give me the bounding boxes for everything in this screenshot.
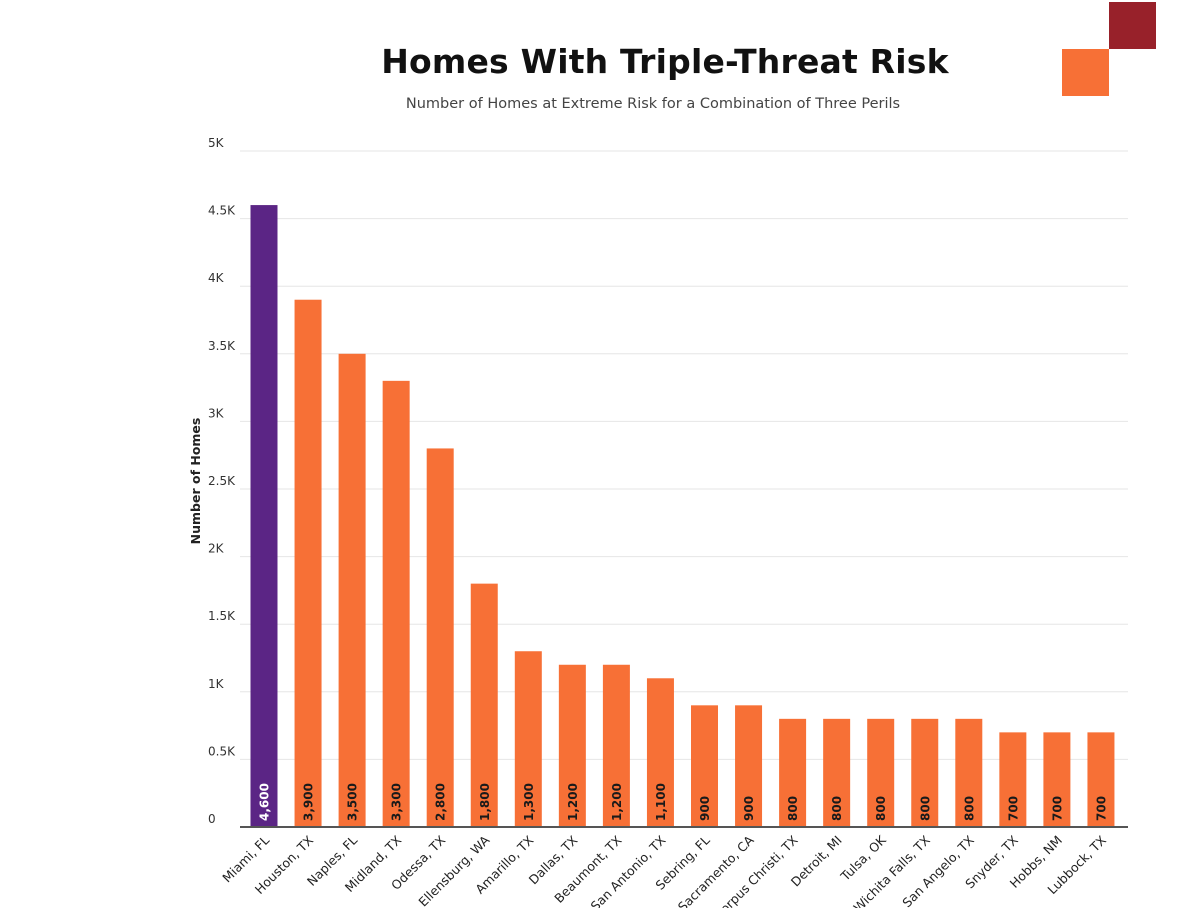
bar-value-label: 2,800: [434, 783, 448, 821]
bar-value-label: 1,200: [566, 783, 580, 821]
y-tick-label: 2.5K: [208, 474, 236, 488]
bar-value-label: 1,200: [610, 783, 624, 821]
y-tick-label: 0: [208, 812, 216, 826]
bar-value-label: 800: [918, 796, 932, 821]
decorative-square-orange: [1062, 49, 1109, 96]
y-tick-label: 4.5K: [208, 204, 236, 218]
bar: [338, 353, 366, 827]
bar: [1087, 732, 1115, 827]
bar: [514, 651, 542, 827]
y-tick-label: 4K: [208, 271, 225, 285]
bar-value-label: 700: [1006, 796, 1020, 821]
bar-value-label: 1,800: [478, 783, 492, 821]
bar: [426, 448, 454, 827]
chart-subtitle: Number of Homes at Extreme Risk for a Co…: [405, 96, 901, 112]
bar: [867, 718, 895, 827]
bar: [955, 718, 983, 827]
bar: [382, 380, 410, 827]
bar-value-label: 800: [830, 796, 844, 821]
bar: [823, 718, 851, 827]
bar-value-label: 800: [874, 796, 888, 821]
bar: [999, 732, 1027, 827]
bar-value-label: 800: [962, 796, 976, 821]
bar: [250, 205, 278, 827]
y-tick-label: 5K: [208, 136, 225, 150]
bar-value-label: 3,500: [346, 783, 360, 821]
y-axis-title: Number of Homes: [188, 418, 203, 545]
bar: [646, 678, 674, 827]
bar: [1043, 732, 1071, 827]
grid-lines: [240, 150, 1128, 760]
bar-value-label: 3,300: [390, 783, 404, 821]
bar: [294, 299, 322, 828]
bar: [735, 705, 763, 827]
bar-value-label: 900: [698, 796, 712, 821]
bar-value-label: 900: [742, 796, 756, 821]
bar-value-label: 1,100: [654, 783, 668, 821]
y-axis-ticks: 0 0.5K 1K 1.5K 2K 2.5K 3K 3.5K 4K 4.5K 5K: [208, 136, 236, 826]
decorative-square-dark: [1109, 2, 1156, 49]
bar-value-label: 3,900: [302, 783, 316, 821]
bar-value-label: 800: [786, 796, 800, 821]
y-tick-label: 2K: [208, 542, 225, 556]
bars: [250, 205, 1115, 828]
bar: [911, 718, 939, 827]
bar: [602, 664, 630, 827]
y-tick-label: 3.5K: [208, 339, 236, 353]
y-tick-label: 0.5K: [208, 744, 236, 758]
bar: [691, 705, 718, 827]
bar-value-label: 700: [1094, 796, 1108, 821]
bar-value-label: 4,600: [258, 783, 272, 821]
bar: [470, 583, 498, 827]
bar: [558, 664, 586, 827]
x-category-label: San Antonio, TX: [587, 832, 668, 908]
bar-value-label: 1,300: [522, 783, 536, 821]
y-tick-label: 1.5K: [208, 609, 236, 623]
y-tick-label: 1K: [208, 677, 225, 691]
chart-title: Homes With Triple-Threat Risk: [381, 42, 949, 81]
bar-value-label: 700: [1050, 796, 1064, 821]
y-tick-label: 3K: [208, 406, 225, 420]
bar-value-labels: 4,600 3,900 3,500 3,300 2,800 1,800 1,300 1,200…: [258, 783, 1109, 821]
bar: [779, 718, 807, 827]
